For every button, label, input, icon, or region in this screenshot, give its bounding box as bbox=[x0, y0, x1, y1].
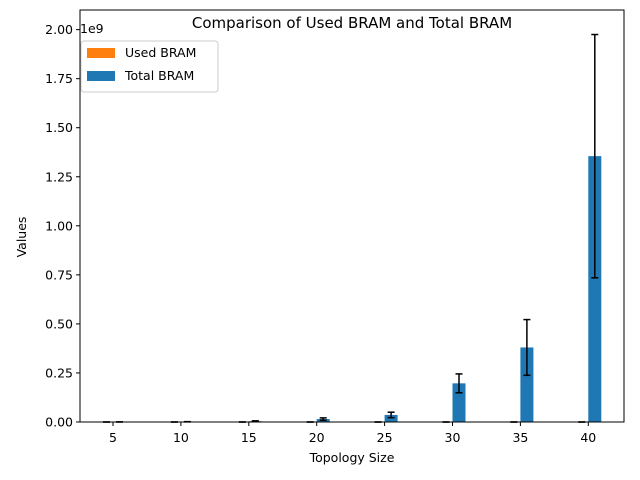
x-tick-label: 5 bbox=[109, 430, 117, 445]
y-tick-label: 2.00 bbox=[45, 22, 73, 37]
legend: Used BRAM Total BRAM bbox=[80, 40, 219, 93]
y-tick-label: 0.25 bbox=[45, 365, 73, 380]
bars-layer bbox=[113, 156, 602, 422]
y-tick-label: 1.25 bbox=[45, 169, 73, 184]
x-axis-title: Topology Size bbox=[309, 450, 395, 465]
y-tick-label: 0.75 bbox=[45, 267, 73, 282]
y-axis: 0.00 0.25 0.50 0.75 1.00 1.25 1.50 1.75 2.00 bbox=[45, 22, 80, 430]
legend-swatch-used-bram bbox=[87, 48, 115, 58]
y-axis-title: Values bbox=[14, 217, 29, 258]
plot-area-frame bbox=[79, 9, 625, 423]
error-bar bbox=[591, 33, 599, 279]
chart-title: Comparison of Used BRAM and Total BRAM bbox=[192, 14, 512, 32]
error-bar bbox=[251, 420, 259, 423]
bar-total-bram bbox=[384, 414, 398, 422]
legend-swatch-total-bram bbox=[87, 71, 115, 81]
x-tick-label: 30 bbox=[445, 430, 461, 445]
x-tick-label: 35 bbox=[512, 430, 528, 445]
y-tick-label: 1.75 bbox=[45, 71, 73, 86]
error-bar bbox=[319, 417, 327, 421]
error-bar bbox=[455, 373, 463, 394]
y-tick-label: 1.50 bbox=[45, 120, 73, 135]
error-bar bbox=[523, 318, 531, 377]
bar-total-bram bbox=[520, 347, 534, 422]
x-tick-label: 40 bbox=[580, 430, 596, 445]
legend-box bbox=[80, 40, 219, 93]
x-axis: 5 10 15 20 25 30 35 40 bbox=[109, 422, 596, 445]
y-tick-label: 0.50 bbox=[45, 316, 73, 331]
x-tick-label: 10 bbox=[173, 430, 189, 445]
bar-total-bram bbox=[588, 156, 602, 422]
x-tick-label: 15 bbox=[241, 430, 257, 445]
y-tick-label: 0.00 bbox=[45, 415, 73, 430]
y-tick-label: 1.00 bbox=[45, 218, 73, 233]
legend-label-total-bram: Total BRAM bbox=[124, 68, 194, 83]
error-bar bbox=[387, 411, 395, 419]
x-tick-label: 20 bbox=[309, 430, 325, 445]
x-tick-label: 25 bbox=[377, 430, 393, 445]
legend-label-used-bram: Used BRAM bbox=[125, 45, 196, 60]
y-offset-label: 1e9 bbox=[80, 21, 104, 36]
